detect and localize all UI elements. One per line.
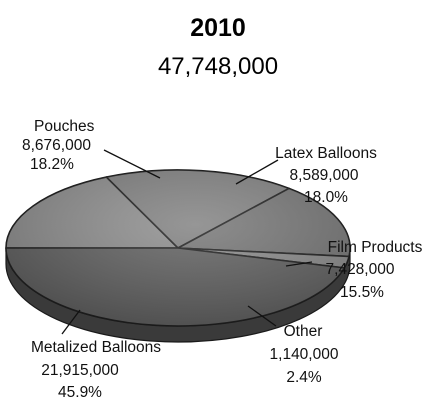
slice-name: Other <box>284 323 323 340</box>
chart-title: 2010 <box>190 14 246 42</box>
leader-lines <box>61 149 313 335</box>
leader-line-film-products <box>285 261 313 267</box>
slice-name: Latex Balloons <box>275 145 377 162</box>
slice-percent: 15.5% <box>340 284 384 301</box>
slice-label-film-products: Film Products 7,428,000 15.5% <box>326 239 423 301</box>
slice-value: 21,915,000 <box>41 362 119 379</box>
pie-slices <box>5 169 351 327</box>
leader-line-latex-balloons <box>235 159 279 185</box>
leader-line-other <box>247 305 277 327</box>
chart-total: 47,748,000 <box>158 53 278 80</box>
slice-label-pouches: Pouches 8,676,000 18.2% <box>22 118 95 173</box>
slice-name: Pouches <box>34 118 95 135</box>
slice-value: 8,676,000 <box>22 137 91 154</box>
slice-percent: 18.0% <box>304 189 348 206</box>
slice-label-metalized-balloons: Metalized Balloons 21,915,000 45.9% <box>31 339 161 400</box>
slice-label-latex-balloons: Latex Balloons 8,589,000 18.0% <box>275 145 377 206</box>
slice-value: 1,140,000 <box>270 346 339 363</box>
leader-line-metalized-balloons <box>61 309 81 335</box>
slice-label-other: Other 1,140,000 2.4% <box>270 323 339 386</box>
slice-percent: 2.4% <box>286 369 322 386</box>
leader-line-pouches <box>103 149 161 179</box>
slice-percent: 18.2% <box>30 156 74 173</box>
slice-percent: 45.9% <box>58 384 102 400</box>
slice-value: 8,589,000 <box>290 167 359 184</box>
slice-value: 7,428,000 <box>326 261 395 278</box>
slice-name: Film Products <box>328 239 423 256</box>
slice-name: Metalized Balloons <box>31 339 161 356</box>
